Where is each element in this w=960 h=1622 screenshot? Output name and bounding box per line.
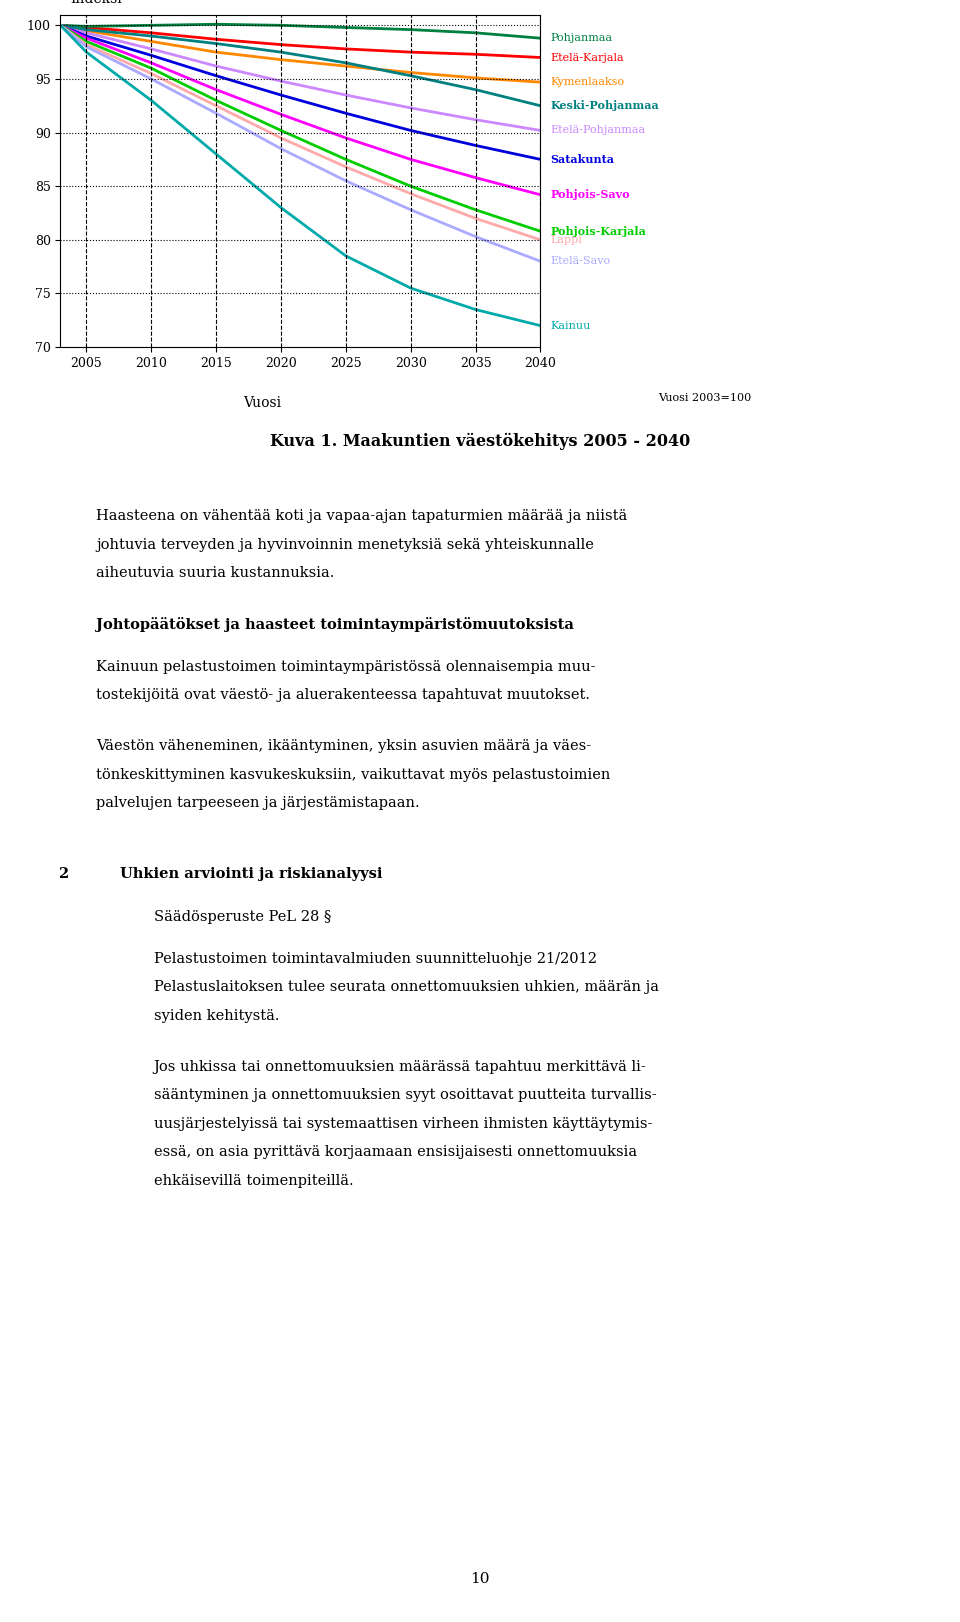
Text: Kymenlaakso: Kymenlaakso [550,78,624,88]
Text: tostekijöitä ovat väestö- ja aluerakenteessa tapahtuvat muutokset.: tostekijöitä ovat väestö- ja aluerakente… [96,688,590,702]
Text: 10: 10 [470,1572,490,1586]
Text: Kainuun pelastustoimen toimintaympäristössä olennaisempia muu-: Kainuun pelastustoimen toimintaympäristö… [96,660,595,673]
Text: Vuosi 2003=100: Vuosi 2003=100 [659,393,752,402]
Text: palvelujen tarpeeseen ja järjestämistapaan.: palvelujen tarpeeseen ja järjestämistapa… [96,796,420,809]
Text: 2: 2 [58,866,68,881]
Text: johtuvia terveyden ja hyvinvoinnin menetyksiä sekä yhteiskunnalle: johtuvia terveyden ja hyvinvoinnin menet… [96,537,594,551]
Text: Etelä-Savo: Etelä-Savo [550,256,611,266]
Text: essä, on asia pyrittävä korjaamaan ensisijaisesti onnettomuuksia: essä, on asia pyrittävä korjaamaan ensis… [154,1145,636,1160]
Text: Pohjois-Savo: Pohjois-Savo [550,190,630,200]
Text: Keski-Pohjanmaa: Keski-Pohjanmaa [550,101,659,112]
Text: Väestön väheneminen, ikääntyminen, yksin asuvien määrä ja väes-: Väestön väheneminen, ikääntyminen, yksin… [96,740,591,753]
Text: Johtopäätökset ja haasteet toimintaympäristömuutoksista: Johtopäätökset ja haasteet toimintaympär… [96,616,574,633]
Text: Vuosi: Vuosi [243,396,281,410]
Text: Kainuu: Kainuu [550,321,590,331]
Text: Säädösperuste PeL 28 §: Säädösperuste PeL 28 § [154,910,331,923]
Text: Pelastustoimen toimintavalmiuden suunnitteluohje 21/2012: Pelastustoimen toimintavalmiuden suunnit… [154,952,596,967]
Text: syiden kehitystä.: syiden kehitystä. [154,1009,279,1023]
Text: Pelastuslaitoksen tulee seurata onnettomuuksien uhkien, määrän ja: Pelastuslaitoksen tulee seurata onnettom… [154,980,659,994]
Text: Lappi: Lappi [550,235,582,245]
Text: Indeksi: Indeksi [70,0,122,6]
Text: Etelä-Karjala: Etelä-Karjala [550,52,624,63]
Text: Satakunta: Satakunta [550,154,614,165]
Text: Pohjanmaa: Pohjanmaa [550,32,612,44]
Text: aiheutuvia suuria kustannuksia.: aiheutuvia suuria kustannuksia. [96,566,334,581]
Text: Pohjois-Karjala: Pohjois-Karjala [550,225,646,237]
Text: Kuva 1. Maakuntien väestökehitys 2005 - 2040: Kuva 1. Maakuntien väestökehitys 2005 - … [270,433,690,451]
Text: Haasteena on vähentää koti ja vapaa-ajan tapaturmien määrää ja niistä: Haasteena on vähentää koti ja vapaa-ajan… [96,509,627,524]
Text: sääntyminen ja onnettomuuksien syyt osoittavat puutteita turvallis-: sääntyminen ja onnettomuuksien syyt osoi… [154,1088,657,1103]
Text: uusjärjestelyissä tai systemaattisen virheen ihmisten käyttäytymis-: uusjärjestelyissä tai systemaattisen vir… [154,1116,652,1131]
Text: Jos uhkissa tai onnettomuuksien määrässä tapahtuu merkittävä li-: Jos uhkissa tai onnettomuuksien määrässä… [154,1059,646,1074]
Text: Uhkien arviointi ja riskianalyysi: Uhkien arviointi ja riskianalyysi [120,866,382,881]
Text: Etelä-Pohjanmaa: Etelä-Pohjanmaa [550,125,645,136]
Text: ehkäisevillä toimenpiteillä.: ehkäisevillä toimenpiteillä. [154,1173,353,1187]
Text: tönkeskittyminen kasvukeskuksiin, vaikuttavat myös pelastustoimien: tönkeskittyminen kasvukeskuksiin, vaikut… [96,767,611,782]
